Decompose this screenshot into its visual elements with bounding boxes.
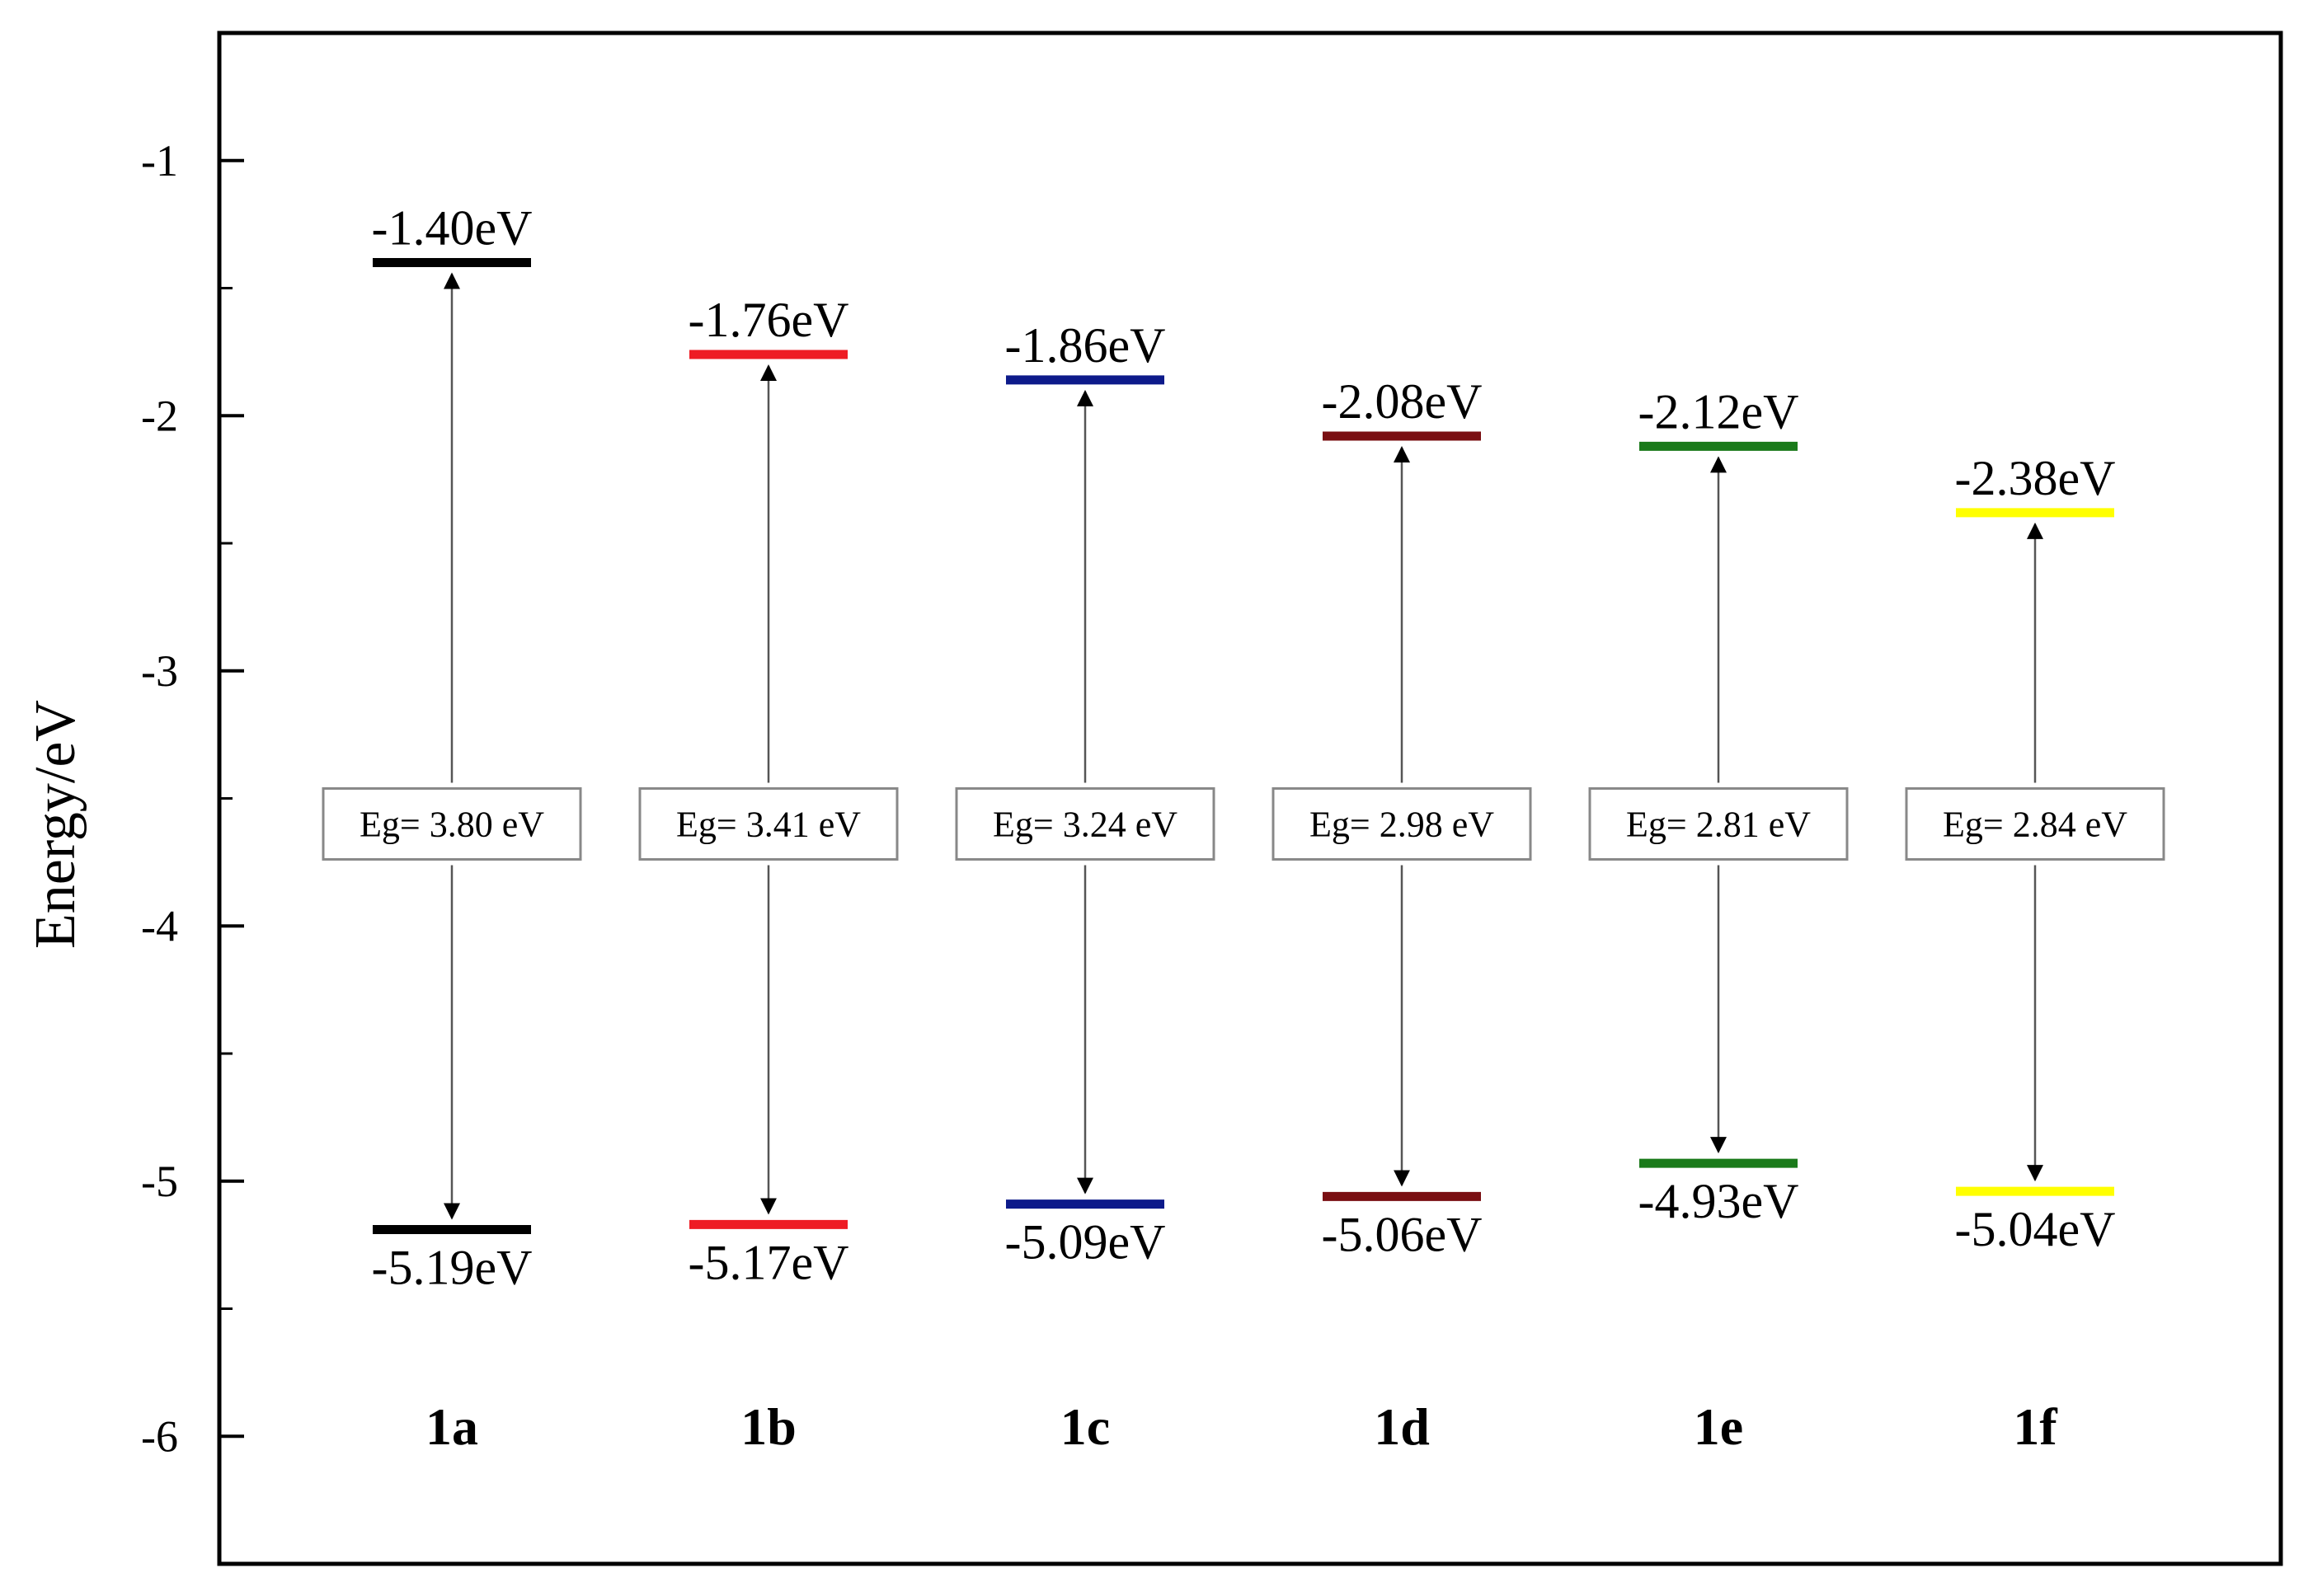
gap-label-box: [955, 786, 1215, 861]
y-axis-title: Energy/eV: [24, 700, 87, 949]
gap-label: Eg= 2.98 eV: [1309, 804, 1494, 844]
gap-label: Eg= 3.80 eV: [360, 804, 544, 844]
gap-label-box: [1272, 786, 1532, 861]
compound-group-1e: Eg= 2.81 eV -2.12eV -4.93eV 1e: [1588, 384, 1849, 1456]
energy-levels: Eg= 3.80 eV -1.40eV -5.19eV 1a Eg= 3.41 eV -1…: [322, 201, 2165, 1456]
homo-value-label: -5.04eV: [1955, 1202, 2116, 1256]
gap-label: Eg= 3.24 eV: [993, 804, 1178, 844]
compound-group-1b: Eg= 3.41 eV -1.76eV -5.17eV 1b: [638, 293, 899, 1456]
homo-value-label: -5.19eV: [372, 1241, 533, 1295]
gap-label-box: [322, 786, 582, 861]
y-tick-label: -5: [141, 1157, 178, 1206]
y-axis: -1 -2 -3 -4 -5 -6: [141, 31, 244, 1565]
homo-value-label: -5.09eV: [1005, 1215, 1166, 1270]
compound-group-1c: Eg= 3.24 eV -1.86eV -5.09eV 1c: [955, 318, 1215, 1456]
gap-label-box: [1905, 786, 2165, 861]
lumo-value-label: -2.12eV: [1638, 384, 1799, 439]
y-tick-label: -6: [141, 1411, 178, 1461]
y-tick-label: -4: [141, 901, 178, 951]
compound-label: 1e: [1694, 1397, 1743, 1456]
lumo-value-label: -1.86eV: [1005, 318, 1166, 373]
gap-label-box: [638, 786, 899, 861]
gap-label-box: [1588, 786, 1849, 861]
compound-group-1f: Eg= 2.84 eV -2.38eV -5.04eV 1f: [1905, 451, 2165, 1456]
gap-label: Eg= 3.41 eV: [676, 804, 861, 844]
y-tick-label: -3: [141, 646, 178, 696]
lumo-value-label: -2.08eV: [1322, 374, 1483, 429]
homo-value-label: -5.17eV: [689, 1235, 849, 1289]
compound-label: 1a: [425, 1397, 478, 1456]
y-tick-label: -2: [141, 391, 178, 440]
lumo-value-label: -2.38eV: [1955, 451, 2116, 505]
gap-label: Eg= 2.81 eV: [1626, 804, 1811, 844]
lumo-value-label: -1.76eV: [689, 293, 849, 347]
compound-label: 1c: [1060, 1397, 1110, 1456]
compound-label: 1b: [740, 1397, 797, 1456]
compound-label: 1d: [1374, 1397, 1430, 1456]
compound-group-1a: Eg= 3.80 eV -1.40eV -5.19eV 1a: [322, 201, 582, 1456]
homo-value-label: -4.93eV: [1638, 1174, 1799, 1228]
gap-label: Eg= 2.84 eV: [1943, 804, 2127, 844]
compound-label: 1f: [2013, 1397, 2057, 1456]
y-tick-label: -1: [141, 136, 178, 185]
homo-value-label: -5.06eV: [1322, 1207, 1483, 1261]
lumo-value-label: -1.40eV: [372, 201, 533, 256]
compound-group-1d: Eg= 2.98 eV -2.08eV -5.06eV 1d: [1272, 374, 1532, 1456]
